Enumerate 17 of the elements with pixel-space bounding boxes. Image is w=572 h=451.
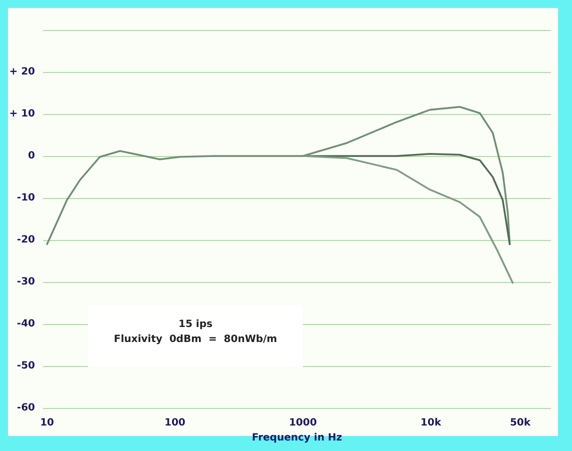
- annotation: 15 ips: [178, 319, 212, 330]
- y-tick-label: -50: [16, 360, 36, 372]
- y-tick-label: + 10: [9, 108, 36, 120]
- y-tick-label: -20: [16, 234, 36, 246]
- y-tick-label: -30: [16, 276, 36, 288]
- y-tick-label: 0: [28, 150, 36, 162]
- y-tick-label: -10: [16, 192, 36, 204]
- y-tick-label: -60: [16, 402, 36, 414]
- x-tick-label: 100: [164, 418, 186, 428]
- x-tick-label: 1000: [288, 418, 317, 428]
- x-tick-label: 10: [40, 418, 54, 428]
- y-tick-label: + 20: [9, 66, 36, 78]
- annotation: Fluxivity 0dBm = 80nWb/m: [114, 334, 278, 345]
- x-tick-label: 10k: [420, 418, 442, 428]
- x-axis-title: Frequency in Hz: [252, 432, 342, 444]
- x-tick-label: 50k: [510, 418, 531, 428]
- y-tick-label: -40: [16, 318, 36, 330]
